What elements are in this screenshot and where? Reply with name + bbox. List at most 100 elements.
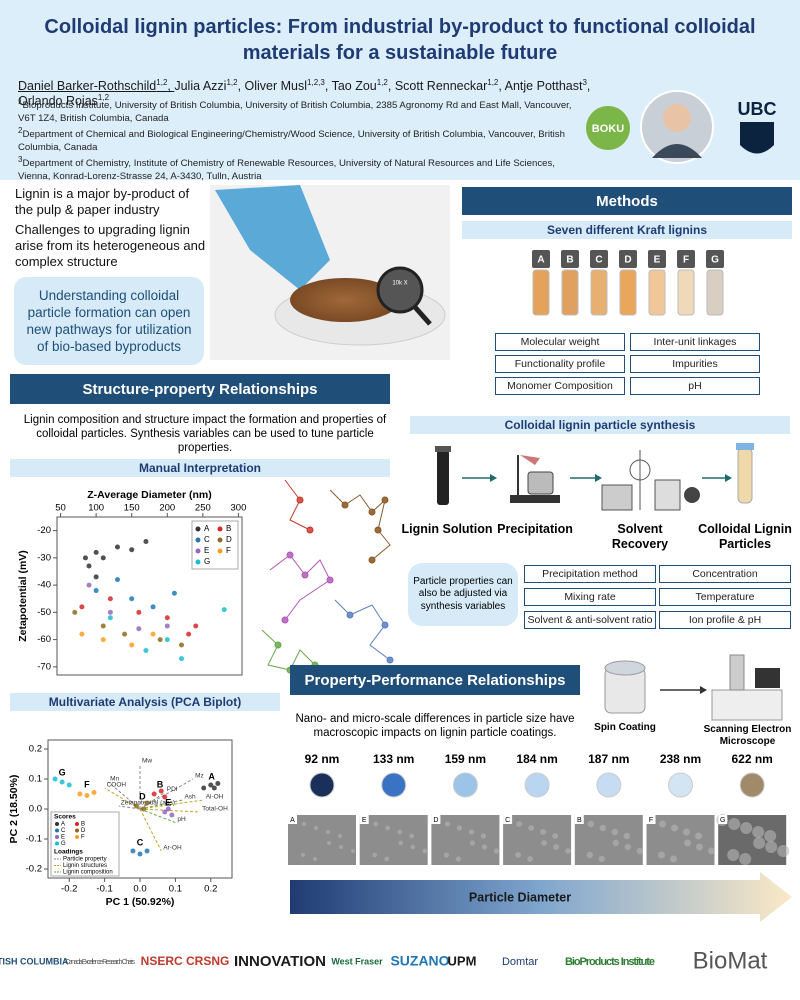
cluster-label: A — [208, 772, 215, 782]
coating — [596, 772, 622, 798]
sem-image — [646, 815, 715, 865]
author-sup: 1,2 — [226, 78, 238, 87]
vial-label: G — [711, 255, 719, 266]
loading-label: pH — [177, 816, 186, 823]
sem-image — [574, 815, 643, 865]
sem-grain — [481, 844, 487, 850]
sem-grain — [398, 840, 404, 846]
sem-grain — [586, 851, 593, 859]
cluster-label: G — [59, 767, 66, 777]
coating — [381, 772, 407, 798]
author-name: Antje Potthast — [504, 79, 583, 94]
point — [136, 626, 142, 632]
sem-grain — [410, 844, 416, 850]
sponsor-logo: SUZANO — [390, 953, 449, 969]
point — [179, 656, 185, 662]
point — [129, 547, 135, 553]
point — [133, 803, 139, 809]
sem-image — [431, 815, 500, 865]
point — [144, 848, 150, 854]
vial-label: C — [595, 255, 602, 266]
sem-grain — [598, 855, 605, 863]
sponsor-logo: BRITISH COLUMBIA — [0, 956, 69, 966]
vial-label: E — [654, 255, 661, 266]
synthesis-step: Colloidal Lignin Particles — [698, 522, 792, 551]
point — [150, 604, 156, 610]
portrait-face — [663, 104, 691, 132]
point — [72, 609, 78, 615]
x-axis-label: PC 1 (50.92%) — [106, 896, 175, 908]
loading-label: Total-OH — [202, 806, 228, 813]
cluster-label: F — [84, 779, 90, 789]
vial-cap — [590, 250, 608, 268]
vial-cap — [619, 250, 637, 268]
author: Antje Potthast3 — [504, 78, 591, 94]
vial-cap — [648, 250, 666, 268]
x-axis-label: Z-Average Diameter (nm) — [87, 489, 211, 501]
vial — [677, 269, 695, 316]
author: Tao Zou1,2 — [332, 78, 395, 93]
point — [114, 577, 120, 583]
sem-grain — [326, 830, 330, 834]
sem-grain — [455, 856, 461, 862]
x-tick-label: 100 — [88, 503, 104, 514]
author-sup: 1,2 — [376, 78, 388, 87]
sem-grain — [456, 825, 462, 831]
sem-grain — [671, 824, 678, 832]
sem-tag — [359, 815, 369, 824]
loading-label: Ar-OH — [163, 845, 182, 852]
sem-grain — [422, 848, 428, 854]
legend-label: A — [61, 822, 65, 828]
sem-grain — [384, 856, 390, 862]
point — [66, 782, 72, 788]
y-tick-label: -20 — [37, 525, 51, 536]
vial-label: B — [566, 255, 573, 266]
author: Orlando Rojas1,2 — [18, 93, 109, 108]
sem-grain — [443, 852, 449, 858]
y-tick-label: -40 — [37, 580, 51, 591]
legend-label: D — [226, 535, 232, 544]
point — [215, 781, 221, 786]
legend-marker — [217, 537, 223, 543]
point — [186, 631, 192, 637]
sem-image — [288, 815, 356, 865]
sem-label: C — [505, 817, 510, 824]
tool-icons — [604, 654, 783, 721]
sem-tag — [288, 815, 297, 824]
point — [107, 596, 113, 602]
variable-box: Solvent & anti-solvent ratio — [524, 611, 656, 629]
legend-box — [50, 811, 120, 877]
point — [100, 623, 106, 629]
point — [150, 631, 156, 637]
portrait-body — [652, 144, 702, 158]
legend-marker — [75, 822, 79, 826]
y-tick-label: -0.2 — [26, 864, 42, 875]
sem-grain — [469, 840, 475, 846]
point — [136, 609, 142, 615]
point — [221, 607, 227, 613]
point — [84, 793, 90, 798]
author-name: Scott Renneckar — [394, 79, 488, 94]
multivariate-heading: Multivariate Analysis (PCA Biplot) — [10, 693, 280, 711]
sem-grain — [397, 829, 403, 835]
property-box: Molecular weight — [495, 333, 625, 351]
synthesis-step: Solvent Recovery — [611, 522, 669, 551]
point — [201, 785, 207, 791]
coating — [524, 772, 550, 798]
point — [100, 555, 106, 561]
legend-label: C — [204, 535, 210, 544]
legend-label: Particle property — [63, 857, 107, 863]
y-axis-label: Zetapotential (mV) — [17, 550, 29, 642]
x-tick-label: 200 — [159, 503, 175, 514]
author: Oliver Musl1,2,3 — [245, 78, 332, 93]
sem-grain — [753, 837, 766, 849]
magnifier-label: 10k X — [392, 281, 407, 287]
point — [114, 544, 120, 550]
sem-grain — [302, 822, 306, 826]
coating — [668, 772, 693, 798]
methods-heading: Methods — [462, 187, 792, 215]
arrow-label: Particle Diameter — [469, 890, 571, 904]
affiliation-sup: 2 — [18, 126, 23, 136]
legend-marker — [75, 835, 79, 839]
x-tick-label: 50 — [55, 503, 66, 514]
